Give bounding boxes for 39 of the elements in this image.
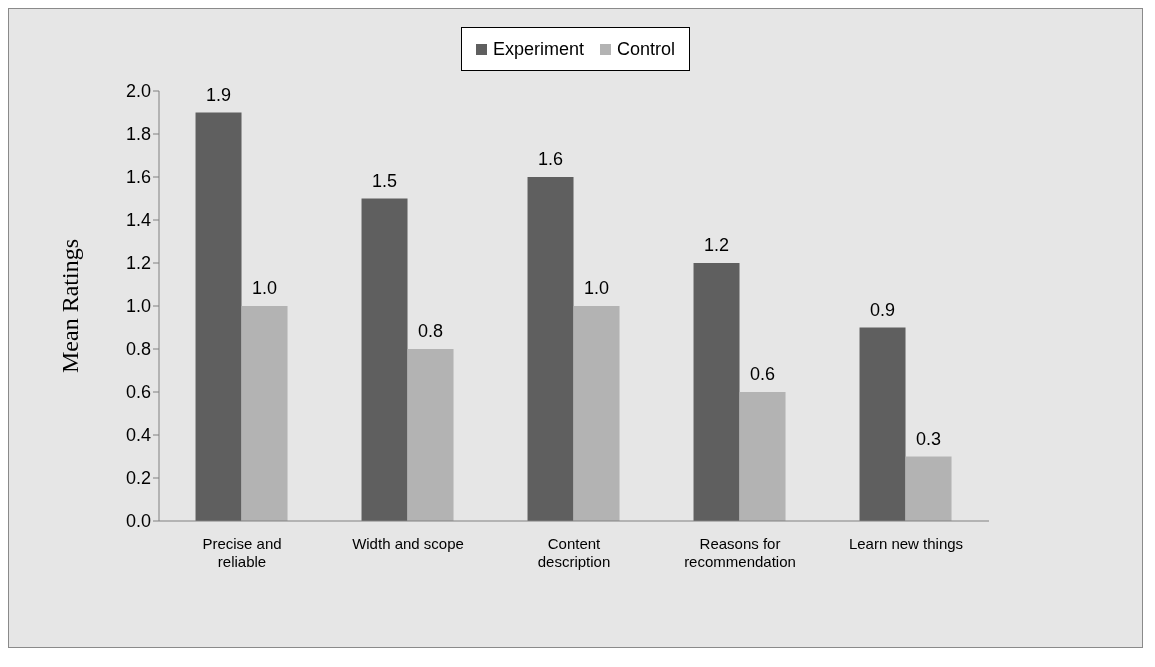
x-tick-label: Content description — [537, 535, 611, 570]
y-tick-label: 0.0 — [125, 511, 151, 532]
y-tick-label: 1.0 — [125, 296, 151, 317]
data-label: 0.9 — [870, 299, 896, 320]
bar — [573, 306, 620, 521]
bar — [241, 306, 288, 521]
bar — [361, 198, 408, 521]
y-tick-label: 0.2 — [125, 468, 151, 489]
data-label: 0.6 — [750, 364, 776, 384]
data-label: 1.0 — [584, 278, 610, 298]
data-label: 0.3 — [916, 428, 942, 449]
bar — [407, 349, 454, 521]
data-label: 0.8 — [418, 321, 444, 341]
y-tick-label: 1.4 — [125, 210, 151, 231]
x-tick-label: Reasons for recommendation — [684, 535, 796, 570]
data-label: 1.6 — [538, 149, 564, 169]
y-tick-label: 1.8 — [125, 124, 151, 145]
legend-label: Experiment — [491, 37, 584, 61]
x-tick-label: Width and scope — [352, 535, 464, 552]
data-label: 1.9 — [206, 84, 232, 105]
y-tick-label: 2.0 — [125, 81, 151, 102]
legend-label: Control — [616, 37, 676, 61]
data-label: 1.5 — [372, 170, 398, 191]
x-tick-label: Learn new things — [848, 535, 964, 552]
y-tick-label: 0.4 — [125, 425, 151, 446]
y-tick-label: 0.6 — [125, 382, 151, 403]
y-tick-label: 1.6 — [125, 167, 151, 188]
data-label: 1.2 — [704, 235, 730, 255]
y-tick-label: 0.8 — [125, 339, 151, 360]
y-axis-title: Mean Ratings — [56, 239, 83, 373]
bar — [739, 392, 786, 521]
bar — [859, 327, 906, 521]
bar — [527, 177, 574, 521]
bar — [195, 112, 242, 521]
data-label: 1.0 — [252, 278, 278, 298]
y-tick-label: 1.2 — [125, 253, 151, 274]
bar — [693, 263, 740, 521]
x-tick-label: Precise and reliable — [202, 535, 282, 570]
bar — [905, 456, 952, 521]
